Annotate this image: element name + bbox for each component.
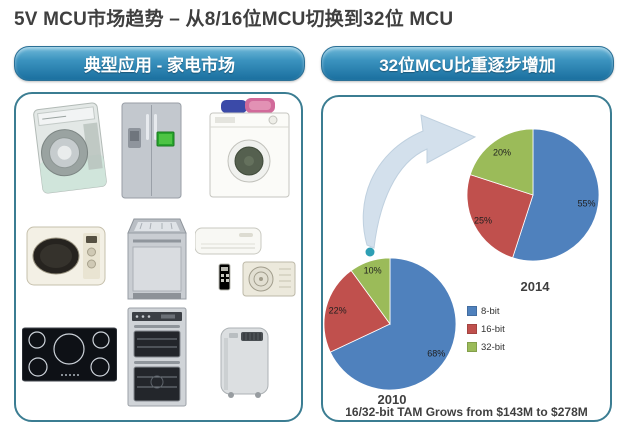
pie-value-label-16-bit: 22% <box>329 306 347 316</box>
legend-item-8bit: 8-bit <box>467 302 505 320</box>
right-panel-header-label: 32位MCU比重逐步增加 <box>379 56 556 75</box>
legend-label-16bit: 16-bit <box>481 323 505 335</box>
legend-label-32bit: 32-bit <box>481 341 505 353</box>
pie-slice-8-bit <box>329 257 457 391</box>
pie-slice-16-bit <box>466 174 534 259</box>
pie-2014-year-label: 2014 <box>520 279 550 294</box>
chart-legend: 8-bit 16-bit 32-bit <box>467 302 505 356</box>
pie-value-label-32-bit: 10% <box>364 266 382 276</box>
washing-machine-cutaway-icon <box>30 100 110 197</box>
appliances-panel <box>14 92 303 422</box>
left-panel-header: 典型应用 - 家电市场 <box>14 46 305 81</box>
tam-caption: 16/32-bit TAM Grows from $143M to $278M <box>345 405 588 419</box>
pie-chart-2014: 55% 25% 20% <box>466 128 600 262</box>
refrigerator-icon <box>121 102 182 200</box>
dishwasher-icon <box>120 217 194 305</box>
pie-value-label-8-bit: 55% <box>577 198 595 208</box>
microwave-oven-icon <box>26 224 106 290</box>
legend-swatch-32bit <box>467 342 477 352</box>
pie-chart-2010: 68% 22% 10% <box>323 257 457 391</box>
portable-air-conditioner-icon <box>217 322 272 399</box>
induction-cooktop-icon <box>22 325 117 384</box>
pie-slice-8-bit <box>512 128 600 262</box>
right-panel-header: 32位MCU比重逐步增加 <box>321 46 614 81</box>
legend-swatch-8bit <box>467 306 477 316</box>
pie-value-label-16-bit: 25% <box>474 215 492 225</box>
legend-item-16bit: 16-bit <box>467 320 505 338</box>
legend-swatch-16bit <box>467 324 477 334</box>
pie-slice-32-bit <box>469 128 534 196</box>
legend-item-32bit: 32-bit <box>467 338 505 356</box>
legend-label-8bit: 8-bit <box>481 305 500 317</box>
left-panel-header-label: 典型应用 - 家电市场 <box>83 56 236 75</box>
pie-2010-year-label: 2010 <box>377 392 407 407</box>
pie-slice-32-bit <box>350 257 391 326</box>
pie-slice-16-bit <box>323 270 391 353</box>
double-wall-oven-icon <box>127 307 187 407</box>
mcu-chart-panel: 68% 22% 10% 55% 25% 20% 2014 2010 8-bit 16-b… <box>321 95 612 422</box>
arrow-origin-dot <box>365 247 375 257</box>
pie-value-label-32-bit: 20% <box>493 147 511 157</box>
pie-value-label-8-bit: 68% <box>427 348 445 358</box>
air-conditioner-set-icon <box>195 224 298 300</box>
washing-machine-towels-icon <box>205 97 294 200</box>
growth-arrow <box>362 114 477 249</box>
slide-title: 5V MCU市场趋势 – 从8/16位MCU切换到32位 MCU <box>14 9 454 30</box>
pie-charts-canvas: 68% 22% 10% 55% 25% 20% <box>323 114 600 391</box>
